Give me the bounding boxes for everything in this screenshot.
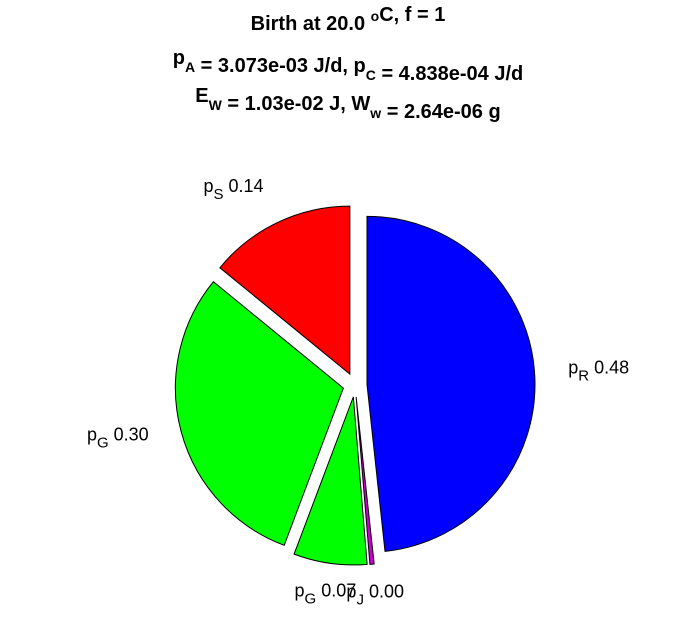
slice-label-name: p xyxy=(295,581,305,601)
title-sub: A xyxy=(185,59,195,75)
chart-title: Birth at 20.0 oC, f = 1 xyxy=(251,4,446,35)
title-text: p xyxy=(173,47,185,69)
title-text: = 3.073e-03 J/d, p xyxy=(195,55,366,77)
slice-label-value: 0.30 xyxy=(114,424,149,444)
title-sup: o xyxy=(371,8,380,24)
chart-title: pA = 3.073e-03 J/d, pC = 4.838e-04 J/d xyxy=(173,47,523,85)
slice-label-value: 0.14 xyxy=(228,176,263,196)
slice-label-name: p xyxy=(346,582,356,602)
title-text: Birth at 20.0 xyxy=(251,13,371,35)
title-text: E xyxy=(195,85,208,107)
slice-label-sub: G xyxy=(97,434,109,451)
slice-label-sub: G xyxy=(305,591,317,608)
pie-slice xyxy=(355,396,375,565)
slice-label: pG 0.30 xyxy=(87,424,149,451)
title-sub: w xyxy=(369,105,381,121)
slice-label-sub: R xyxy=(578,368,589,385)
title-text: = 4.838e-04 J/d xyxy=(376,63,523,85)
slice-label-name: p xyxy=(203,176,213,196)
slice-label-name: p xyxy=(568,358,578,378)
title-sub: W xyxy=(209,97,223,113)
slice-label: pS 0.14 xyxy=(203,176,263,203)
pie-slice xyxy=(219,205,351,376)
pie-slice xyxy=(174,281,345,546)
slice-label-sub: J xyxy=(356,592,364,609)
slice-label-value: 0.07 xyxy=(321,581,356,601)
slice-label: pR 0.48 xyxy=(568,358,629,385)
slice-label: pJ 0.00 xyxy=(346,582,404,609)
title-text: C, f = 1 xyxy=(379,4,445,26)
slice-label-value: 0.00 xyxy=(369,582,404,602)
slice-label-sub: S xyxy=(213,186,223,203)
title-text: = 2.64e-06 g xyxy=(381,101,501,123)
slice-label-name: p xyxy=(87,424,97,444)
chart-title: EW = 1.03e-02 J, Ww = 2.64e-06 g xyxy=(195,85,500,123)
title-sub: C xyxy=(366,67,376,83)
slice-label-value: 0.48 xyxy=(594,358,629,378)
title-text: = 1.03e-02 J, W xyxy=(222,93,371,115)
slice-label: pG 0.07 xyxy=(295,581,357,608)
pie-slice xyxy=(366,215,536,552)
pie-slice xyxy=(293,396,368,566)
